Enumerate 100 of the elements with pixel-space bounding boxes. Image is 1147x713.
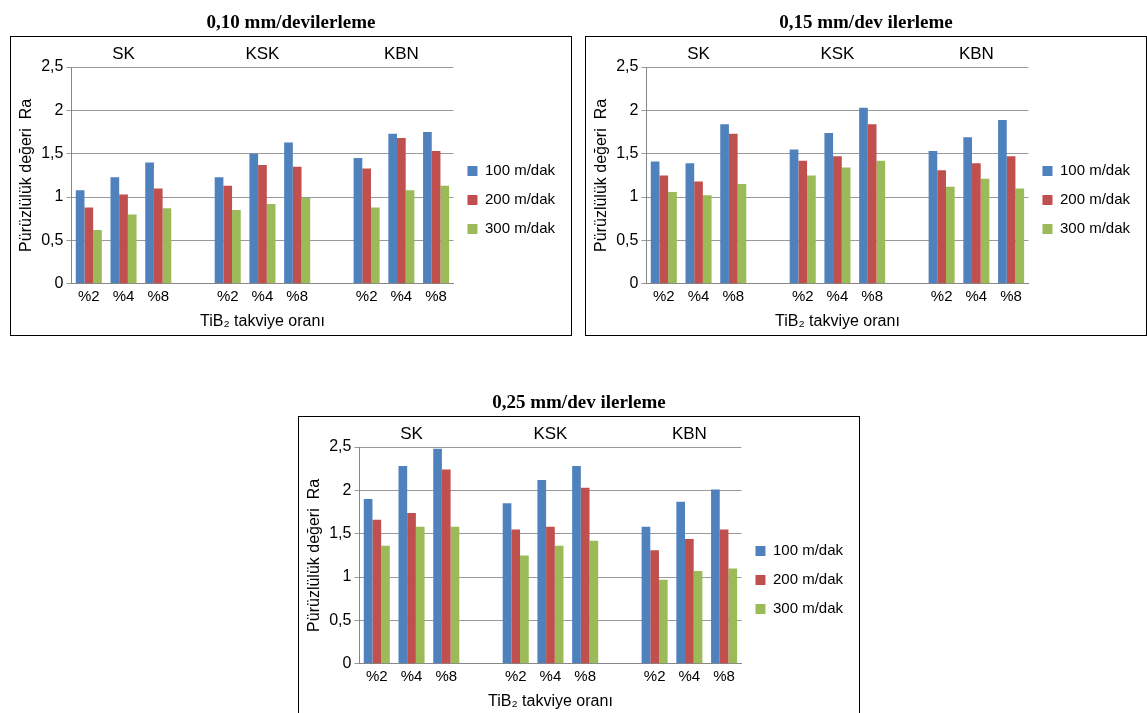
x-axis-title: TiB₂ takviye oranı [488, 691, 613, 709]
bar [972, 163, 981, 284]
chart-title: 0,10 mm/devilerleme [205, 10, 377, 34]
x-tick-label: %2 [504, 666, 527, 684]
bar [658, 579, 668, 664]
x-tick-label: %8 [861, 286, 884, 304]
bar [980, 178, 990, 284]
y-axis-title: Pürüzlülük değeri Ra [592, 98, 610, 252]
x-tick-label: %2 [930, 286, 953, 304]
bar [292, 166, 302, 284]
bar [127, 214, 137, 284]
text: KBN [383, 44, 419, 64]
legend-label: 200 m/dak [484, 190, 556, 208]
bar [937, 170, 946, 284]
bar [431, 151, 441, 284]
bar [685, 538, 694, 664]
bar [668, 191, 677, 284]
bar [398, 466, 408, 664]
bar [362, 168, 371, 284]
y-tick-label: 0,5 [41, 230, 64, 248]
bar [963, 137, 973, 284]
y-tick-label: 1,5 [616, 144, 639, 162]
bar [650, 161, 660, 284]
legend-label: 100 m/dak [772, 541, 844, 559]
x-tick-label: %4 [826, 286, 849, 304]
text: KBN [958, 44, 994, 64]
y-tick-label: 1 [54, 187, 64, 205]
y-tick-label: 1,5 [329, 524, 352, 542]
y-axis-title: Pürüzlülük değeri Ra [305, 478, 323, 632]
bar [685, 163, 695, 284]
x-tick-label: %2 [791, 286, 814, 304]
x-tick-label: %4 [112, 286, 135, 304]
x-tick-label: %8 [425, 286, 447, 304]
bar [232, 210, 241, 284]
legend-label: 300 m/dak [1059, 219, 1131, 237]
x-tick-label: %2 [77, 286, 100, 304]
x-tick-label: %4 [251, 286, 274, 304]
bar [928, 151, 938, 284]
x-tick-label: %8 [1000, 286, 1022, 304]
x-tick-label: %8 [722, 286, 745, 304]
legend-label: 300 m/dak [772, 599, 844, 617]
x-tick-label: %2 [643, 666, 666, 684]
text: SK [687, 44, 711, 64]
x-tick-label: %2 [365, 666, 388, 684]
y-tick-label: 0,5 [616, 230, 639, 248]
legend-label: 300 m/dak [484, 219, 556, 237]
bar [388, 133, 398, 284]
bar [284, 142, 293, 284]
x-tick-label: %8 [147, 286, 170, 304]
y-axis-title: Pürüzlülük değeri Ra [17, 98, 35, 252]
bar [75, 190, 85, 284]
x-tick-label: %4 [539, 666, 562, 684]
x-axis-title: TiB₂ takviye oranı [775, 311, 900, 329]
bar [407, 512, 416, 664]
bar [397, 138, 406, 284]
text: SK [112, 44, 136, 64]
y-tick-label: 2 [342, 480, 352, 498]
bar [859, 107, 868, 284]
bar [353, 158, 363, 284]
bar [502, 503, 512, 664]
bar [153, 188, 163, 284]
x-tick-label: %4 [687, 286, 710, 304]
bar [537, 479, 547, 664]
x-tick-label: %2 [355, 286, 378, 304]
x-tick-label: %8 [713, 666, 735, 684]
bar [789, 149, 799, 284]
chart-title: 0,25 mm/dev ilerleme [491, 390, 667, 414]
bar [798, 160, 808, 284]
bar [162, 208, 172, 284]
bar [711, 489, 720, 664]
x-tick-label: %4 [400, 666, 423, 684]
bar [381, 545, 390, 664]
bar [807, 175, 816, 284]
y-tick-label: 0 [54, 274, 64, 292]
text: SK [400, 424, 424, 444]
bar [423, 132, 432, 284]
bar [258, 164, 267, 284]
bar [833, 156, 842, 284]
bar [876, 160, 886, 284]
bar [659, 175, 669, 284]
bar [363, 499, 373, 664]
bar [370, 207, 380, 284]
y-tick-label: 1 [629, 187, 639, 205]
bar [93, 230, 102, 284]
bar [433, 448, 442, 664]
bar [719, 529, 729, 664]
bar [998, 119, 1007, 284]
y-tick-label: 2,5 [329, 437, 352, 455]
bar [945, 186, 955, 284]
bar [546, 526, 555, 664]
bar [440, 185, 450, 284]
bar [119, 194, 128, 284]
bar [405, 190, 415, 284]
x-tick-label: %4 [678, 666, 701, 684]
legend-label: 100 m/dak [484, 161, 556, 179]
bar [641, 526, 651, 664]
bar [702, 195, 712, 284]
bar [867, 124, 877, 284]
bar [511, 529, 521, 664]
y-tick-label: 2,5 [41, 57, 64, 75]
